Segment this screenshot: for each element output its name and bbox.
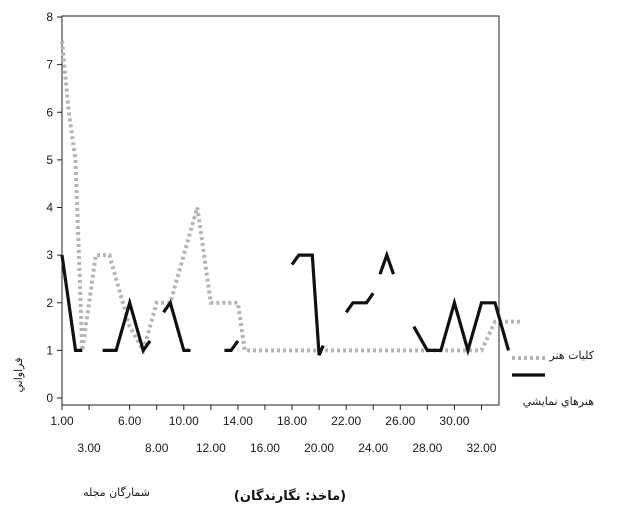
y-tick-label: 1 xyxy=(46,343,53,357)
series-layer xyxy=(60,40,523,357)
x-tick-label: 28.00 xyxy=(412,441,442,455)
series-line-namayeshi xyxy=(224,339,240,352)
series-line-namayeshi xyxy=(412,296,511,357)
y-tick-label: 2 xyxy=(46,296,53,310)
legend: كليات هنر هنرهاي نمايشي xyxy=(512,349,595,408)
series-line-namayeshi xyxy=(162,299,191,352)
y-tick-label: 3 xyxy=(46,248,53,262)
x-tick-label: 10.00 xyxy=(169,414,199,428)
x-tick-label: 32.00 xyxy=(466,441,496,455)
x-tick-label: 1.00 xyxy=(50,414,74,428)
x-tick-label: 3.00 xyxy=(77,441,101,455)
legend-label: كليات هنر xyxy=(548,349,594,362)
x-tick-label: 26.00 xyxy=(385,414,415,428)
x-tick-label: 24.00 xyxy=(358,441,388,455)
y-axis-ticks: 0 1 2 3 4 5 6 7 8 xyxy=(46,10,62,405)
y-tick-label: 4 xyxy=(46,201,53,215)
series-line-namayeshi xyxy=(378,250,396,275)
series-line-namayeshi xyxy=(60,254,83,352)
y-tick-label: 5 xyxy=(46,153,53,167)
y-tick-label: 8 xyxy=(46,10,53,24)
plot-frame xyxy=(61,15,500,406)
x-tick-label: 22.00 xyxy=(331,414,361,428)
x-tick-label: 8.00 xyxy=(145,441,169,455)
x-axis-ticks: 1.00 6.00 10.00 14.00 18.00 22.00 26.00 30.00 3.… xyxy=(50,405,497,455)
series-line-namayeshi xyxy=(290,253,325,356)
series-line-kolliat xyxy=(60,40,523,356)
x-tick-label: 6.00 xyxy=(118,414,142,428)
series-line-namayeshi xyxy=(344,292,375,314)
x-tick-label: 18.00 xyxy=(277,414,307,428)
x-tick-label: 16.00 xyxy=(250,441,280,455)
x-axis-label: شمارگان مجله xyxy=(83,486,150,499)
y-axis-label: فراواني xyxy=(12,358,25,393)
legend-label: هنرهاي نمايشي xyxy=(523,395,594,408)
source-note: (ماخذ: نگارندگان) xyxy=(234,488,346,504)
x-tick-label: 14.00 xyxy=(223,414,253,428)
y-tick-label: 7 xyxy=(46,58,53,72)
y-tick-label: 0 xyxy=(46,391,53,405)
x-tick-label: 12.00 xyxy=(196,441,226,455)
x-tick-label: 20.00 xyxy=(304,441,334,455)
series-line-namayeshi xyxy=(102,296,152,355)
x-tick-label: 30.00 xyxy=(439,414,469,428)
y-tick-label: 6 xyxy=(46,105,53,119)
